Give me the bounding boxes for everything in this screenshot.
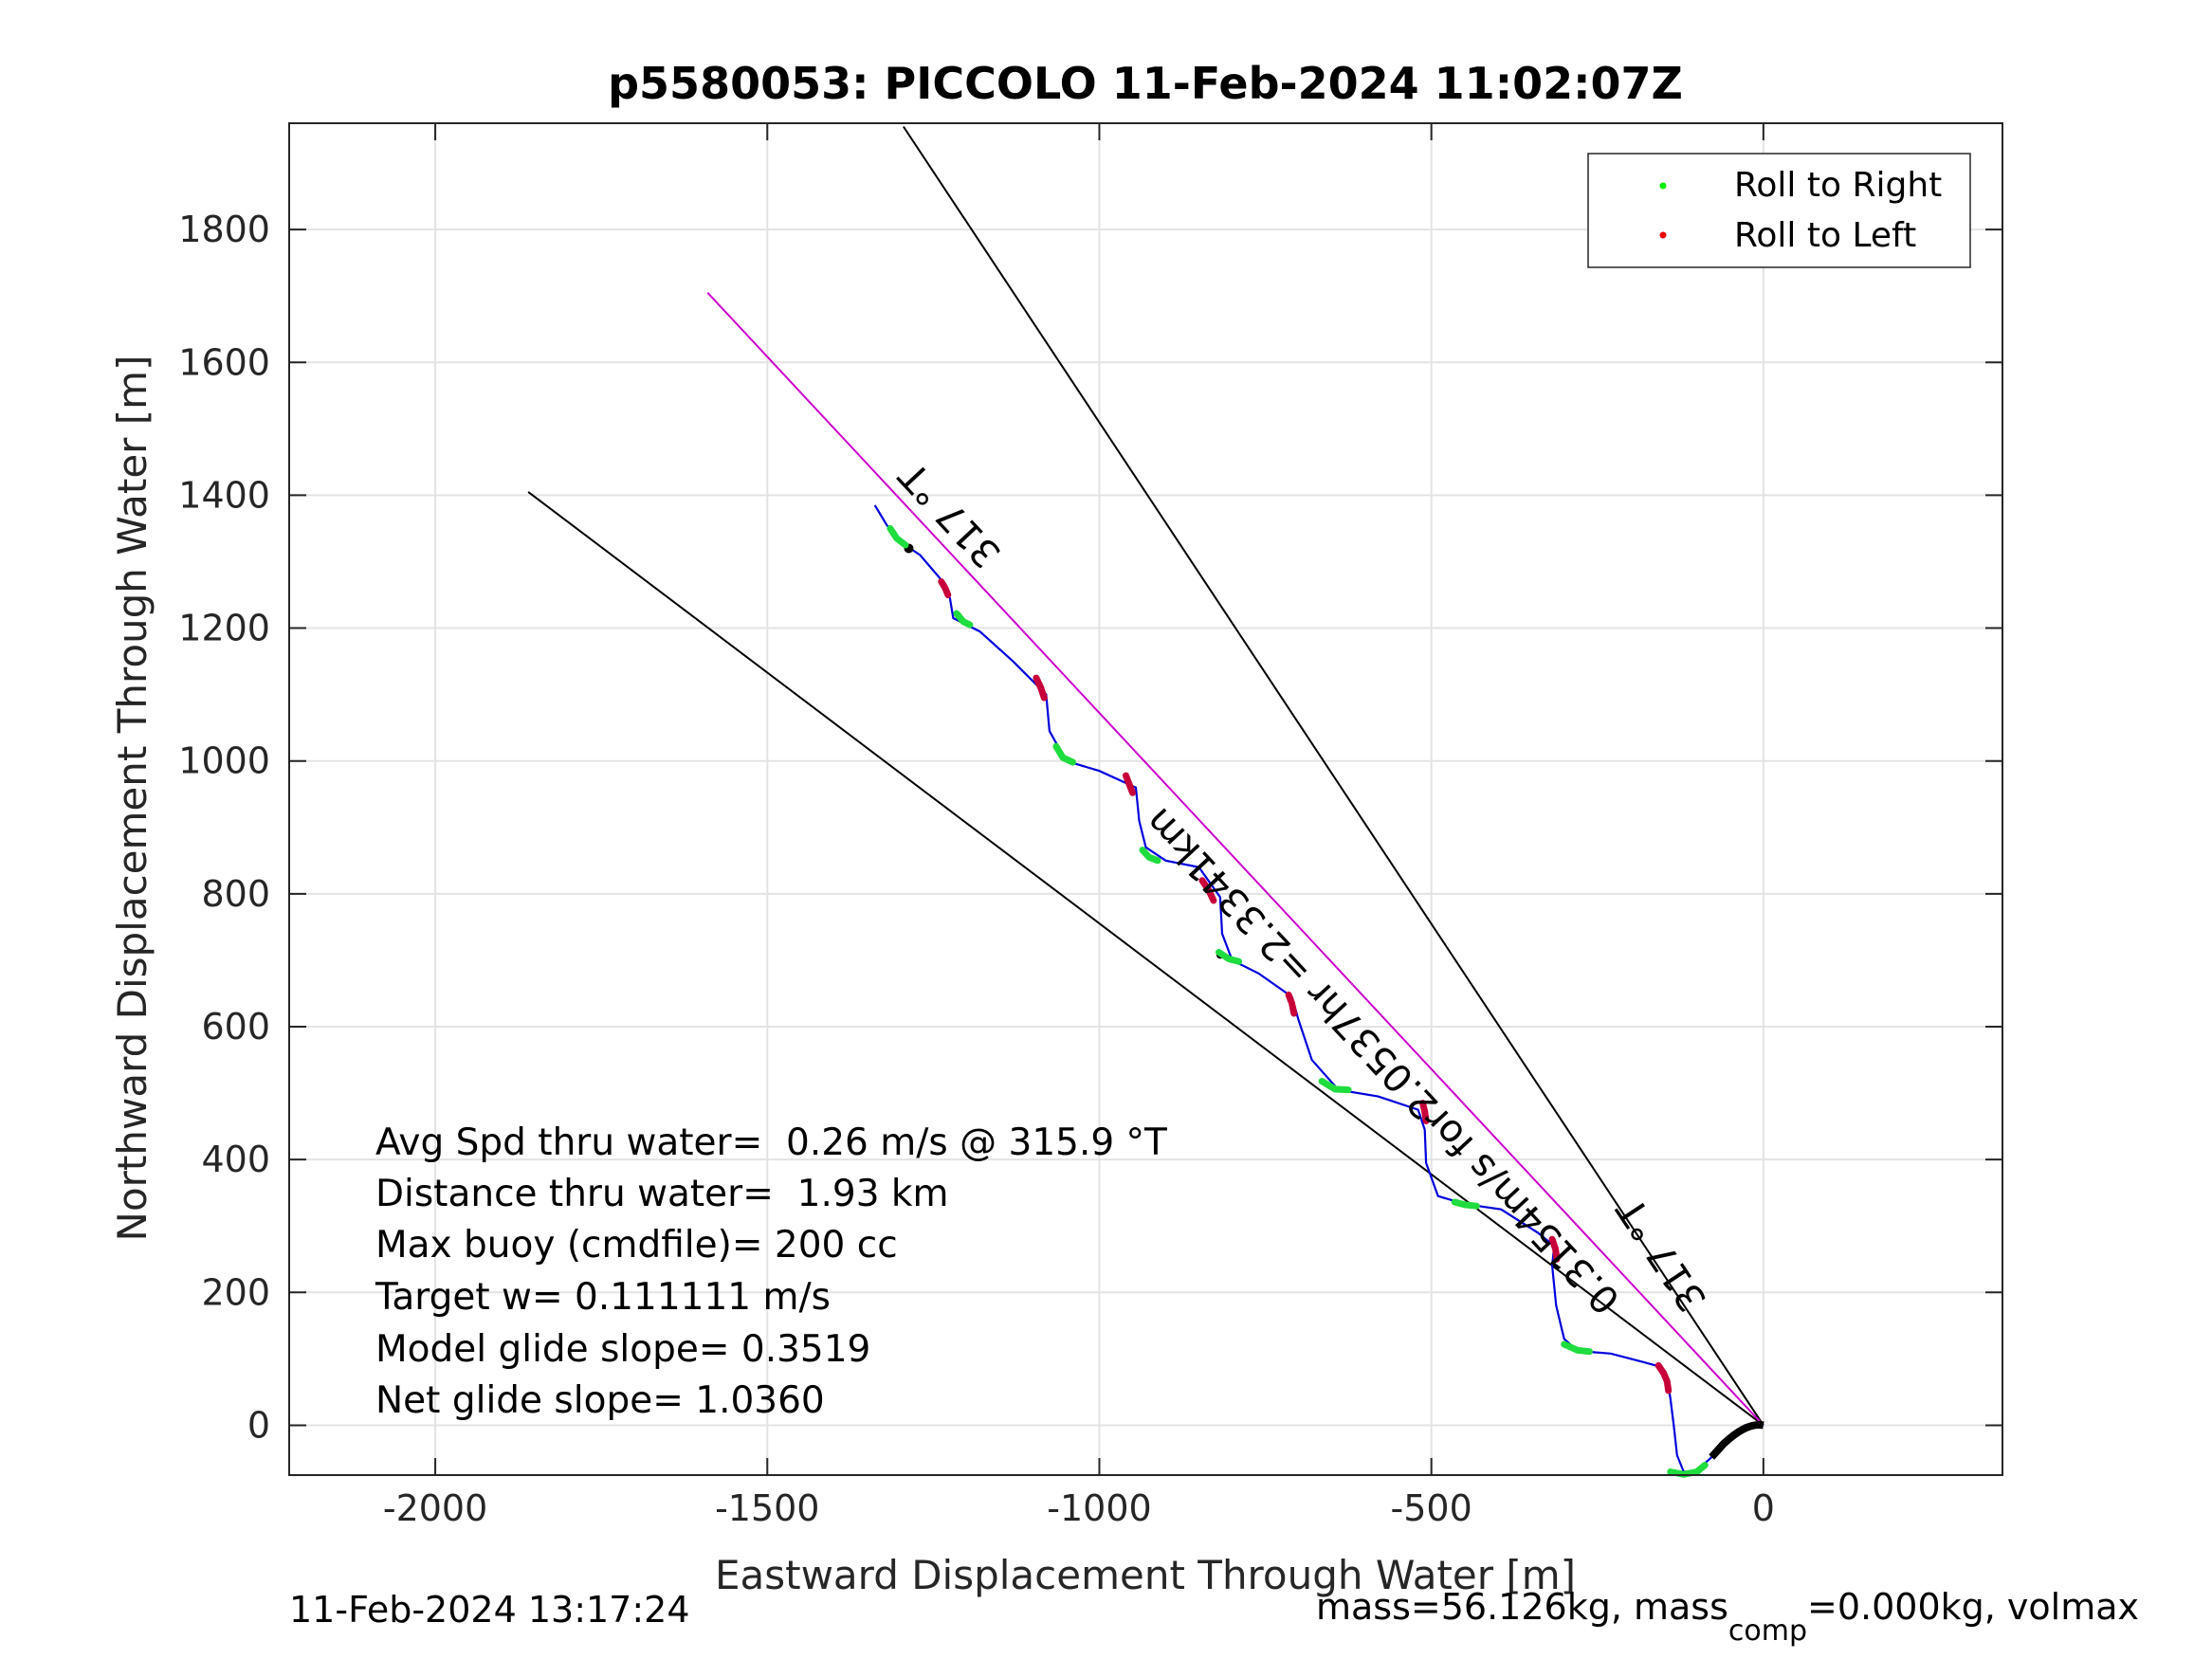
roll-right-segment-6 [1052, 742, 1076, 766]
y-tick-label: 1600 [178, 341, 270, 383]
track-start-segment [1709, 1420, 1764, 1460]
heading-line-0 [903, 125, 1764, 1426]
roll-left-segment-7 [938, 578, 952, 598]
x-tick-label: -500 [1391, 1487, 1472, 1529]
y-tick-label: 1400 [178, 474, 270, 516]
y-tick-label: 1000 [178, 740, 270, 782]
stat-distance: Distance thru water= 1.93 km [375, 1173, 948, 1215]
roll-right-segment-3 [1318, 1078, 1352, 1094]
legend-marker-roll-right [1659, 182, 1667, 190]
roll-left-segment-6 [1033, 674, 1048, 702]
y-tick-label: 1800 [178, 209, 270, 250]
stat-avg-speed: Avg Spd thru water= 0.26 m/s @ 315.9 °T [375, 1121, 1167, 1164]
y-axis-label: Northward Displacement Through Water [m] [109, 356, 155, 1242]
roll-right-segment-1 [1561, 1340, 1593, 1356]
speed-distance-annotation: 0.3154m/s for2.0537hr =2.3341km [1137, 799, 1628, 1322]
stat-model-glide-slope: Model glide slope= 0.3519 [375, 1328, 870, 1371]
axes-box [288, 122, 2003, 1476]
y-tick-label: 400 [201, 1139, 270, 1180]
legend: Roll to Right Roll to Left [1587, 153, 1971, 268]
roll-left-segment-5 [1123, 772, 1136, 796]
roll-right-segment-0 [1667, 1462, 1709, 1478]
roll-left-segment-3 [1285, 991, 1298, 1017]
y-tick-label: 800 [201, 873, 270, 915]
y-tick-label: 200 [201, 1271, 270, 1313]
heading-line-2 [706, 292, 1764, 1427]
y-tick-label: 0 [247, 1404, 270, 1446]
heading-lines [527, 125, 1764, 1427]
roll-right-segment-2 [1451, 1198, 1480, 1210]
stat-net-glide-slope: Net glide slope= 1.0360 [375, 1379, 825, 1422]
roll-right-segment-7 [953, 610, 974, 629]
footer-mass-post: =0.000kg, volmax [1807, 1586, 2139, 1628]
roll-left-segment-4 [1198, 877, 1217, 904]
stat-target-w: Target w= 0.111111 m/s [375, 1276, 831, 1319]
roll-left-segment-1 [1548, 1235, 1561, 1263]
stats-block: Avg Spd thru water= 0.26 m/s @ 315.9 °T … [375, 1121, 1167, 1422]
heading-line-1 [527, 491, 1764, 1427]
footer-mass-sub: comp [1728, 1614, 1807, 1648]
x-tick-label: -1000 [1047, 1487, 1151, 1529]
footer-timestamp: 11-Feb-2024 13:17:24 [289, 1589, 690, 1631]
chart-title: p5580053: PICCOLO 11-Feb-2024 11:02:07Z [608, 58, 1683, 109]
roll-left-segment-0 [1654, 1361, 1673, 1395]
stat-max-buoy: Max buoy (cmdfile)= 200 cc [375, 1224, 898, 1267]
heading-label-317-upper: 317 °T [891, 453, 1010, 575]
legend-marker-roll-left [1659, 231, 1667, 239]
x-tick-label: -1500 [715, 1487, 819, 1529]
legend-box [1587, 153, 1971, 268]
roll-right-segment-4 [1216, 949, 1243, 965]
grid-lines [289, 123, 2002, 1475]
roll-right-segment-5 [1139, 847, 1161, 865]
x-axis-label: Eastward Displacement Through Water [m] [715, 1552, 1576, 1598]
axis-ticks: -2000 -1500 -1000 -500 0 0 200 400 600 800 1000 120… [178, 123, 2002, 1529]
legend-label-roll-left: Roll to Left [1734, 216, 1916, 255]
roll-left-segment-2 [1419, 1100, 1430, 1124]
x-tick-label: 0 [1752, 1487, 1775, 1529]
y-tick-label: 1200 [178, 608, 270, 649]
roll-right-segment-8 [887, 524, 909, 549]
heading-label-317-lower: 317 °T [1609, 1189, 1715, 1319]
y-tick-label: 600 [201, 1006, 270, 1048]
legend-label-roll-right: Roll to Right [1734, 166, 1942, 205]
footer-mass-info: mass=56.126kg, masscomp=0.000kg, volmax [1316, 1586, 2139, 1648]
x-tick-label: -2000 [383, 1487, 487, 1529]
footer-mass-pre: mass=56.126kg, mass [1316, 1586, 1728, 1628]
roll-markers [887, 524, 1709, 1478]
